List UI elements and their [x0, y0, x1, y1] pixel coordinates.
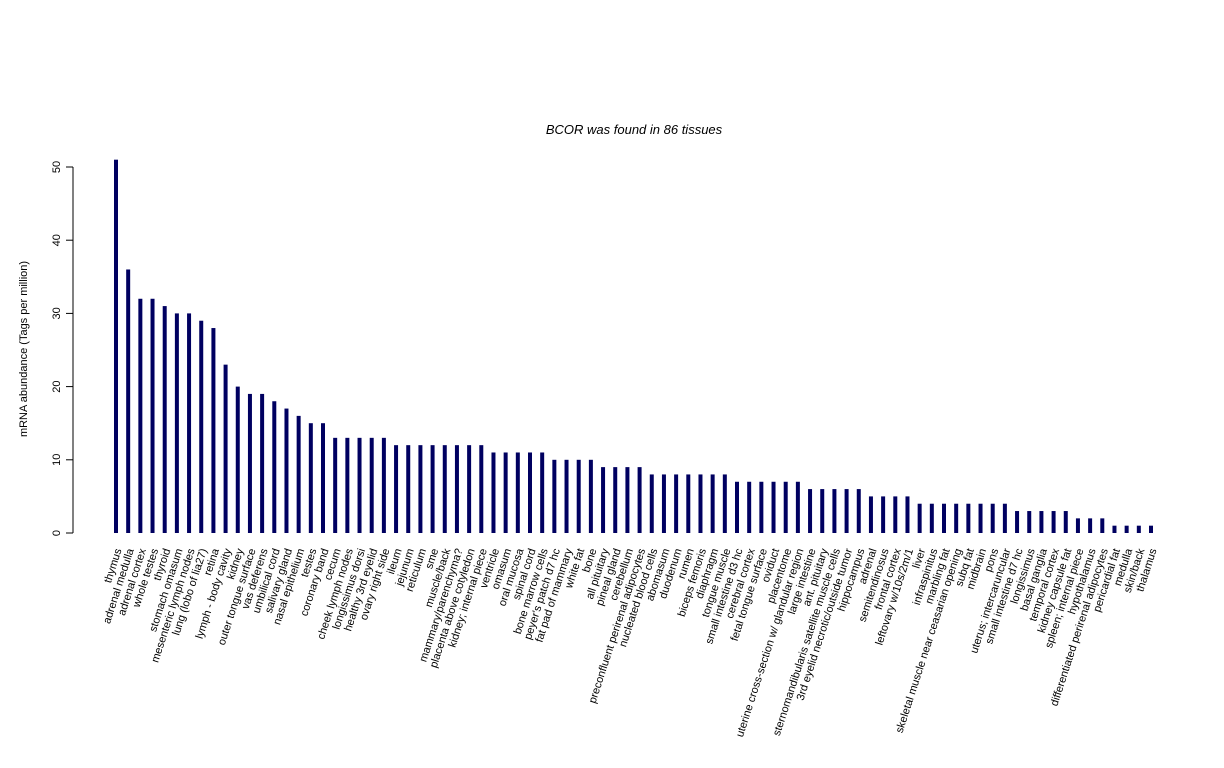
- bar: [990, 503, 995, 533]
- bar: [418, 445, 423, 533]
- bar: [613, 467, 618, 533]
- bar: [114, 159, 118, 533]
- chart-title: BCOR was found in 86 tissues: [546, 122, 723, 137]
- bar: [905, 496, 910, 533]
- bar: [771, 481, 776, 533]
- bar: [174, 313, 179, 533]
- bar: [759, 481, 764, 533]
- bar: [1039, 511, 1044, 533]
- bar: [1002, 503, 1007, 533]
- bar: [1136, 525, 1141, 533]
- y-axis-label: mRNA abundance (Tags per million): [18, 261, 30, 437]
- bar: [686, 474, 691, 533]
- bar: [942, 503, 946, 533]
- bar: [247, 393, 252, 533]
- bar: [211, 328, 216, 533]
- bar: [576, 459, 581, 533]
- bar: [126, 269, 131, 533]
- bar: [479, 445, 484, 533]
- bar: [868, 496, 873, 533]
- bar: [783, 481, 788, 533]
- bar: [1063, 511, 1068, 533]
- bar: [491, 452, 496, 533]
- y-tick-label: 50: [51, 161, 63, 173]
- bar: [832, 489, 837, 533]
- bar: [1124, 525, 1129, 533]
- y-tick-label: 30: [51, 307, 63, 319]
- y-tick-label: 20: [51, 380, 63, 392]
- bar: [820, 489, 825, 533]
- bar: [564, 459, 569, 533]
- bar: [735, 481, 739, 533]
- bar: [333, 437, 338, 533]
- bar: [917, 503, 922, 533]
- y-tick-label: 0: [51, 530, 63, 536]
- bar: [1051, 511, 1056, 533]
- y-tick-label: 10: [51, 454, 63, 466]
- bar: [881, 496, 886, 533]
- bar: [674, 474, 679, 533]
- bar: [1100, 518, 1105, 533]
- bar: [929, 503, 934, 533]
- bar: [698, 474, 703, 533]
- bar: [199, 320, 204, 533]
- bar: [260, 393, 265, 533]
- bar: [1015, 511, 1020, 533]
- bar: [454, 445, 459, 533]
- bar: [649, 474, 654, 533]
- bar: [442, 445, 447, 533]
- bar: [357, 437, 362, 533]
- bar: [150, 298, 155, 533]
- bar: [808, 489, 813, 533]
- bar: [954, 503, 959, 533]
- bar: [1149, 525, 1153, 533]
- bar: [540, 452, 545, 533]
- bar: [162, 306, 167, 533]
- bar: [1027, 511, 1032, 533]
- bar: [1112, 525, 1117, 533]
- bar: [430, 445, 435, 533]
- bar: [272, 401, 277, 533]
- bar: [1088, 518, 1093, 533]
- bar: [844, 489, 849, 533]
- bar: [467, 445, 472, 533]
- bar: [284, 408, 289, 533]
- bar: [223, 364, 228, 533]
- bar: [552, 459, 557, 533]
- bar: [747, 481, 752, 533]
- bar: [588, 459, 593, 533]
- bar: [1075, 518, 1080, 533]
- bar: [406, 445, 411, 533]
- bar: [235, 386, 240, 533]
- bar: [138, 298, 143, 533]
- bar: [296, 415, 301, 533]
- bar: [661, 474, 666, 533]
- bar: [394, 445, 399, 533]
- bar: [856, 489, 861, 533]
- bar: [722, 474, 727, 533]
- bar: [893, 496, 898, 533]
- bar: [966, 503, 971, 533]
- bar: [601, 467, 606, 533]
- bar: [381, 437, 386, 533]
- bar: [625, 467, 630, 533]
- bar: [503, 452, 508, 533]
- bar: [528, 452, 532, 533]
- bar: [515, 452, 520, 533]
- bar: [637, 467, 642, 533]
- bar: [345, 437, 350, 533]
- bar: [321, 423, 325, 533]
- bar: [369, 437, 374, 533]
- bar: [308, 423, 313, 533]
- bar: [710, 474, 715, 533]
- bar: [795, 481, 800, 533]
- bar: [187, 313, 192, 533]
- y-tick-label: 40: [51, 234, 63, 246]
- bar: [978, 503, 983, 533]
